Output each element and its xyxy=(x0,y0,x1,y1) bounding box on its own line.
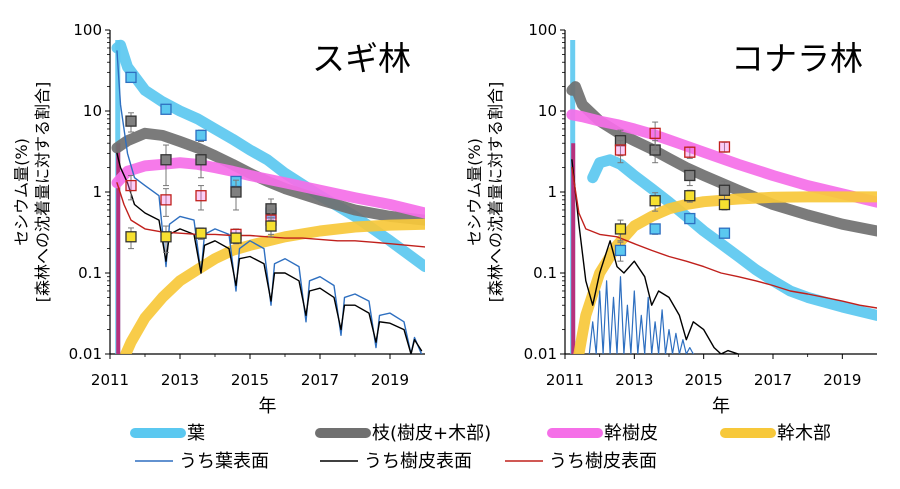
series-line-6 xyxy=(116,182,425,248)
x-tick-label: 2019 xyxy=(371,371,409,389)
series-line-4 xyxy=(116,50,423,354)
observation-marker xyxy=(195,154,207,166)
legend-label: 葉 xyxy=(187,423,205,444)
series-line-2 xyxy=(566,109,877,208)
observation-marker xyxy=(160,194,172,206)
y-tick-label: 10 xyxy=(538,102,557,120)
series-line-0 xyxy=(587,154,877,321)
series-line-2 xyxy=(111,157,425,219)
observation-marker xyxy=(160,231,172,243)
series-line-4 xyxy=(588,276,694,354)
x-tick-label: 2015 xyxy=(685,371,723,389)
observation-marker xyxy=(718,141,731,153)
x-tick-label: 2017 xyxy=(754,371,792,389)
observation-marker xyxy=(265,220,277,232)
observation-marker xyxy=(230,186,242,198)
y-tick-label: 10 xyxy=(83,102,102,120)
observation-marker xyxy=(718,184,731,196)
y-tick-label: 0.01 xyxy=(524,345,557,363)
legend-label: 枝(樹皮+木部) xyxy=(372,423,491,444)
y-tick-label: 100 xyxy=(528,21,557,39)
observation-marker xyxy=(125,231,137,243)
y-tick-label: 1 xyxy=(547,183,557,201)
observation-marker xyxy=(160,103,172,115)
panel-title: スギ林 xyxy=(312,39,411,78)
legend-label: 幹樹皮 xyxy=(604,423,658,444)
series-line-1 xyxy=(111,127,425,226)
panel-title: コナラ林 xyxy=(731,39,863,78)
y-axis-sublabel: [森林への沈着量に対する割合] xyxy=(33,82,52,303)
observation-marker xyxy=(684,190,696,202)
series-line-3 xyxy=(120,218,425,354)
series-line-5 xyxy=(571,159,739,354)
observation-marker xyxy=(684,212,696,225)
y-tick-label: 0.1 xyxy=(533,264,557,282)
x-tick-label: 2011 xyxy=(546,371,584,389)
y-tick-label: 0.01 xyxy=(69,345,102,363)
x-tick-label: 2013 xyxy=(161,371,199,389)
x-tick-label: 2015 xyxy=(231,371,269,389)
x-tick-label: 2017 xyxy=(301,371,339,389)
y-tick-label: 0.1 xyxy=(78,264,102,282)
x-axis-label: 年 xyxy=(259,396,277,417)
observation-marker xyxy=(195,129,207,142)
y-axis-label: セシウム量(%) xyxy=(12,138,31,246)
observation-marker xyxy=(649,195,661,207)
observation-marker xyxy=(718,227,731,239)
series-line-6 xyxy=(571,166,877,309)
observation-marker xyxy=(614,144,627,156)
series-line-3 xyxy=(573,191,877,354)
observation-marker xyxy=(684,169,696,182)
panel-konara: 0.01 0.1 1 10 100 2011 2013 2015 2017 2019 年 セシウム量(… xyxy=(465,21,877,417)
observation-marker xyxy=(230,232,242,244)
observation-marker xyxy=(684,146,696,158)
observation-marker xyxy=(614,223,627,235)
observation-marker xyxy=(718,198,731,211)
x-axis-label: 年 xyxy=(712,396,730,417)
observation-marker xyxy=(649,223,661,235)
observation-marker xyxy=(125,179,137,192)
observation-marker xyxy=(195,190,207,202)
observation-marker xyxy=(195,227,207,239)
x-tick-label: 2019 xyxy=(823,371,861,389)
spike-bark xyxy=(571,143,576,354)
y-axis-sublabel: [森林への沈着量に対する割合] xyxy=(486,82,505,303)
y-tick-label: 100 xyxy=(73,21,102,39)
legend-label: うち樹皮表面 xyxy=(364,451,472,472)
legend-label: うち樹皮表面 xyxy=(549,451,657,472)
plot-area xyxy=(566,40,877,354)
y-tick-label: 1 xyxy=(92,183,102,201)
plot-area xyxy=(111,39,425,354)
spike-bark xyxy=(116,143,121,354)
legend-label: うち葉表面 xyxy=(179,451,269,472)
x-tick-label: 2013 xyxy=(615,371,653,389)
observation-marker xyxy=(125,71,137,84)
series-line-1 xyxy=(566,81,877,237)
observation-marker xyxy=(160,154,172,166)
observation-marker xyxy=(614,244,627,257)
x-tick-label: 2011 xyxy=(91,371,129,389)
observation-marker xyxy=(125,115,137,127)
y-axis-label: セシウム量(%) xyxy=(465,138,484,246)
panel-sugi: 0.01 0.1 1 10 100 2011 2013 2015 2017 2019 年 セシウム量(… xyxy=(12,21,425,417)
observation-marker xyxy=(649,127,661,139)
series-line-5 xyxy=(116,152,423,354)
legend-label: 幹木部 xyxy=(777,423,831,444)
